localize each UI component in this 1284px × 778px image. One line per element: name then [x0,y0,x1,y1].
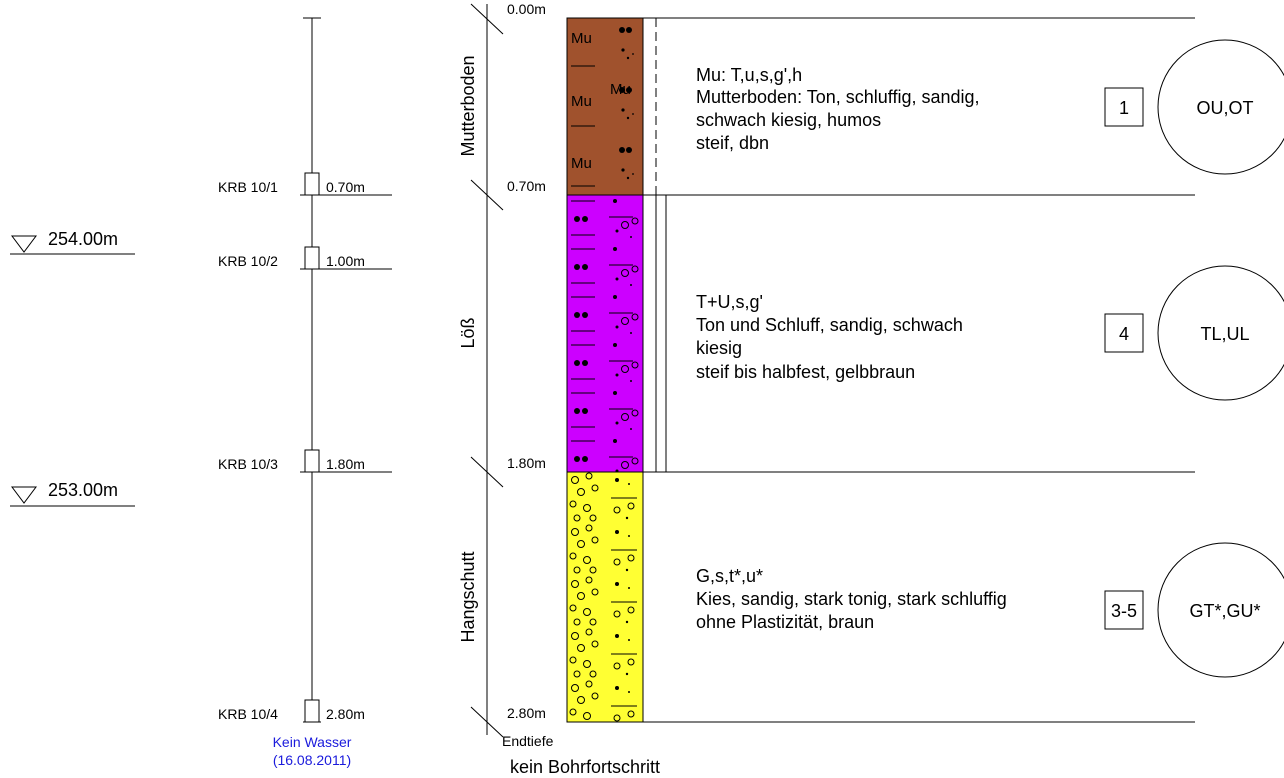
class-number: 3-5 [1111,601,1137,621]
soil-group: GT*,GU* [1189,601,1260,621]
sample-krb-10-3: KRB 10/3 1.80m [218,449,392,473]
elevation-label: 254.00m [48,229,118,249]
sample-krb-10-1: KRB 10/1 0.70m [218,172,392,196]
class-number: 1 [1119,98,1129,118]
sample-krb-10-4: KRB 10/4 2.80m [218,699,365,723]
soil-group: OU,OT [1197,98,1254,118]
sample-label: KRB 10/3 [218,456,278,472]
svg-text:G,s,t*,u*: G,s,t*,u* [696,566,763,586]
soil-class-1: 1 OU,OT [1104,39,1284,175]
sample-depth: 1.00m [326,253,365,269]
svg-text:Kies, sandig, stark tonig, sta: Kies, sandig, stark tonig, stark schluff… [696,589,1007,609]
elevation-marker-253: 253.00m [10,480,135,507]
description-hangschutt: G,s,t*,u* Kies, sandig, stark tonig, sta… [696,566,1007,632]
svg-text:steif, dbn: steif, dbn [696,133,769,153]
depth-axis: 0.00m 0.70m 1.80m 2.80m Endtiefe [470,1,554,749]
layer-hangschutt [566,471,644,723]
depth-label: 2.80m [507,705,546,721]
sample-label: KRB 10/1 [218,179,278,195]
svg-text:Ton und Schluff, sandig, schwa: Ton und Schluff, sandig, schwach [696,315,963,335]
svg-text:Mu: T,u,s,g',h: Mu: T,u,s,g',h [696,65,802,85]
svg-text:schwach kiesig, humos: schwach kiesig, humos [696,110,881,130]
water-level-triangle-icon [11,486,37,504]
end-depth-label: Endtiefe [502,733,554,749]
description-mutterboden: Mu: T,u,s,g',h Mutterboden: Ton, schluff… [696,65,980,153]
svg-text:kiesig: kiesig [696,338,742,358]
water-note-line1: Kein Wasser [273,734,352,750]
mu-symbol: Mu [571,93,592,110]
depth-label: 0.70m [507,178,546,194]
layer-name-mutterboden: Mutterboden [458,55,478,156]
soil-group: TL,UL [1200,324,1249,344]
class-number: 4 [1119,324,1129,344]
depth-label: 1.80m [507,455,546,471]
sample-label: KRB 10/4 [218,706,278,722]
sample-krb-10-2: KRB 10/2 1.00m [218,246,392,270]
end-note: kein Bohrfortschritt [510,757,660,777]
sample-column: KRB 10/1 0.70m KRB 10/2 1.00m KRB 10/3 1… [218,17,392,768]
sample-depth: 2.80m [326,706,365,722]
mu-symbol: Mu [571,155,592,172]
sample-depth: 1.80m [326,456,365,472]
layer-mutterboden: Mu Mu Mu Mu [566,17,644,196]
sample-depth: 0.70m [326,179,365,195]
svg-text:T+U,s,g': T+U,s,g' [696,292,763,312]
description-loess: T+U,s,g' Ton und Schluff, sandig, schwac… [696,292,963,382]
layer-name-hangschutt: Hangschutt [458,551,478,642]
elevation-marker-254: 254.00m [10,229,135,255]
elevation-label: 253.00m [48,480,118,500]
mu-symbol: Mu [571,30,592,47]
consistency-indicators [655,18,667,472]
depth-label: 0.00m [507,1,546,17]
layer-loess [566,194,644,473]
svg-text:ohne Plastizität, braun: ohne Plastizität, braun [696,612,874,632]
mu-symbol: Mu [610,81,631,98]
layer-boundaries [567,17,1195,723]
sample-label: KRB 10/2 [218,253,278,269]
svg-text:steif bis halbfest, gelbbraun: steif bis halbfest, gelbbraun [696,362,915,382]
water-note-line2: (16.08.2011) [273,752,351,768]
svg-text:Mutterboden: Ton, schluffig, s: Mutterboden: Ton, schluffig, sandig, [696,87,980,107]
layer-name-loess: Löß [458,317,478,348]
soil-class-3-5: 3-5 GT*,GU* [1104,542,1284,678]
soil-class-4: 4 TL,UL [1104,265,1284,401]
water-level-triangle-icon [11,235,37,253]
